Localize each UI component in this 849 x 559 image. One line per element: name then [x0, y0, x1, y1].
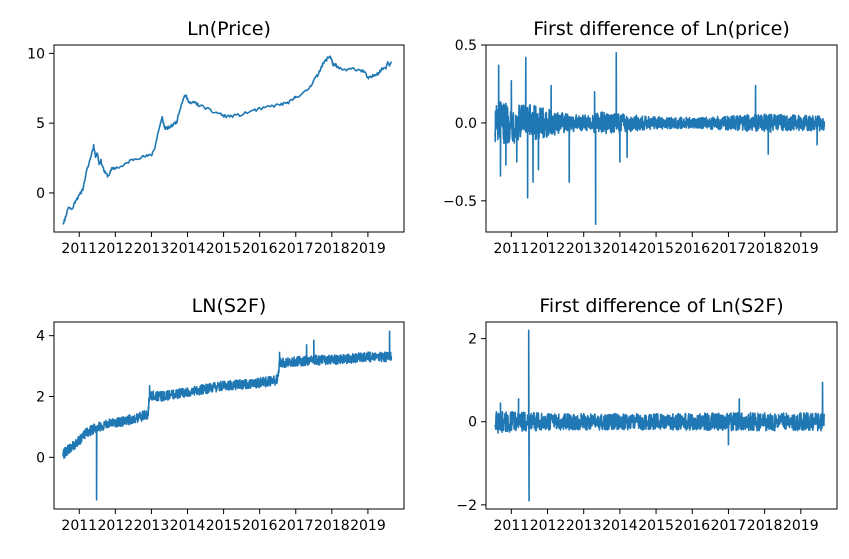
y-tick-label: 2	[468, 332, 477, 348]
x-tick-label: 2013	[134, 241, 170, 257]
x-tick-label: 2013	[566, 518, 602, 534]
axes-frame	[485, 44, 838, 233]
x-tick-label: 2019	[350, 241, 386, 257]
axes-frame	[53, 44, 405, 233]
axes-frame	[53, 321, 405, 510]
y-tick-label: 4	[36, 329, 45, 345]
y-tick-label: 0	[36, 186, 45, 202]
x-tick-label: 2014	[602, 518, 638, 534]
x-tick-label: 2013	[134, 518, 170, 534]
x-tick-label: 2019	[783, 518, 819, 534]
x-tick-label: 2014	[602, 241, 638, 257]
series-line	[494, 329, 826, 502]
y-tick-label: 0	[36, 450, 45, 466]
x-tick-label: 2015	[206, 241, 242, 257]
y-tick-label: 10	[27, 46, 45, 62]
x-tick-label: 2019	[350, 518, 386, 534]
axes-frame	[485, 321, 838, 510]
x-tick-label: 2014	[170, 518, 206, 534]
x-tick-label: 2017	[711, 518, 747, 534]
x-tick-label: 2011	[61, 518, 97, 534]
x-tick-label: 2017	[711, 241, 747, 257]
y-tick-label: −0.5	[443, 194, 477, 210]
x-tick-label: 2011	[61, 241, 97, 257]
x-tick-label: 2013	[566, 241, 602, 257]
chart-ln-price: Ln(Price)2011 2012 2013 2014 2015 2016 2017 201…	[27, 18, 405, 257]
x-tick-label: 2018	[747, 518, 783, 534]
x-tick-label: 2018	[314, 518, 350, 534]
x-tick-label: 2011	[494, 518, 530, 534]
x-tick-label: 2015	[638, 518, 674, 534]
x-tick-label: 2014	[170, 241, 206, 257]
x-tick-label: 2017	[278, 518, 314, 534]
series-line	[62, 330, 393, 501]
series-line	[62, 55, 393, 225]
x-tick-label: 2016	[674, 241, 710, 257]
x-tick-label: 2015	[638, 241, 674, 257]
x-tick-label: 2018	[747, 241, 783, 257]
y-tick-label: 2	[36, 389, 45, 405]
x-tick-label: 2017	[278, 241, 314, 257]
chart-title: First difference of Ln(S2F)	[539, 295, 783, 317]
x-tick-label: 2015	[206, 518, 242, 534]
x-tick-label: 2016	[242, 241, 278, 257]
x-tick-label: 2019	[783, 241, 819, 257]
x-tick-label: 2012	[98, 518, 134, 534]
x-tick-label: 2012	[530, 518, 566, 534]
chart-ln-s2f: LN(S2F)2011 2012 2013 2014 2015 2016 2017 2018 2…	[36, 295, 405, 534]
x-tick-label: 2012	[98, 241, 134, 257]
series-line	[494, 51, 826, 226]
chart-title: First difference of Ln(price)	[533, 18, 790, 40]
y-tick-label: −2	[456, 498, 477, 514]
y-tick-label: 5	[36, 116, 45, 132]
y-tick-label: 0	[468, 415, 477, 431]
x-tick-label: 2016	[242, 518, 278, 534]
x-tick-label: 2011	[494, 241, 530, 257]
chart-title: LN(S2F)	[192, 295, 267, 317]
x-tick-label: 2016	[674, 518, 710, 534]
x-tick-label: 2018	[314, 241, 350, 257]
y-tick-label: 0.0	[455, 116, 477, 132]
chart-diff-ln-s2f: First difference of Ln(S2F)2011 2012 2013 2…	[456, 295, 838, 534]
chart-diff-ln-price: First difference of Ln(price)2011 2012 201…	[443, 18, 838, 257]
chart-title: Ln(Price)	[187, 18, 271, 40]
x-tick-label: 2012	[530, 241, 566, 257]
y-tick-label: 0.5	[455, 38, 477, 54]
